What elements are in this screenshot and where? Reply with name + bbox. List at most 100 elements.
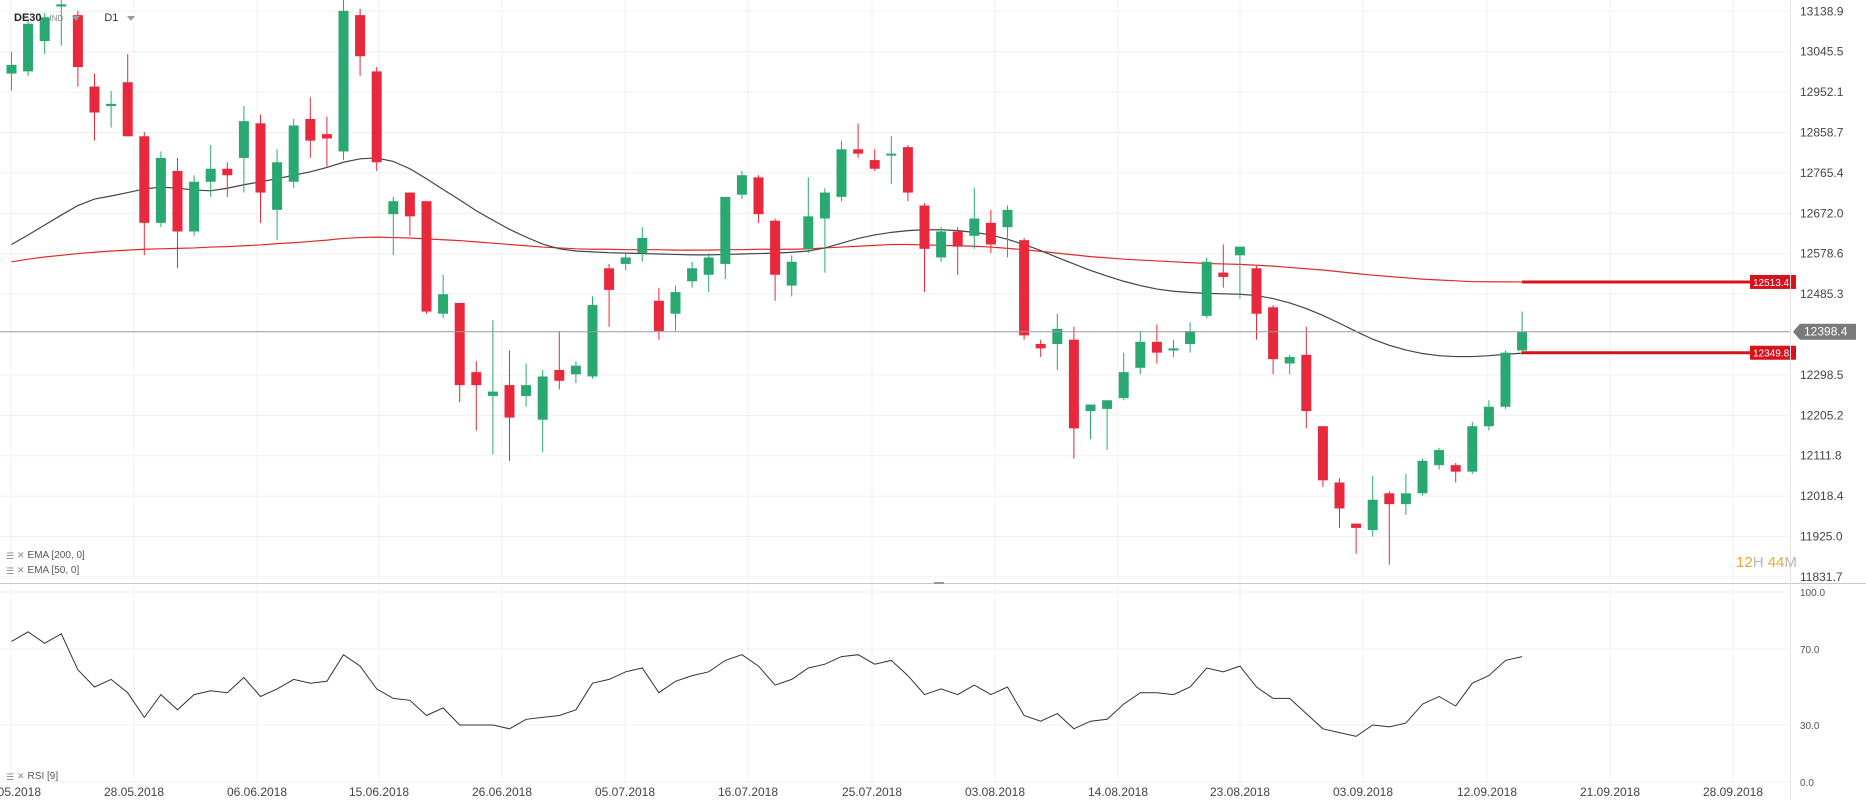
candle-body bbox=[1019, 240, 1030, 336]
candle-body bbox=[1483, 406, 1494, 427]
price-tick-label: 13138.9 bbox=[1800, 4, 1844, 18]
price-tick-label: 12018.4 bbox=[1800, 489, 1844, 503]
candle-bearish bbox=[770, 218, 781, 301]
candle-bearish bbox=[321, 116, 332, 167]
candle-body bbox=[853, 149, 864, 154]
candle-body bbox=[521, 385, 532, 396]
timeframe-label[interactable]: D1 bbox=[104, 12, 119, 24]
candle-body bbox=[1450, 465, 1461, 472]
ema200-legend-label: EMA [200, 0] bbox=[27, 550, 85, 561]
rsi-legend-label: RSI [9] bbox=[27, 771, 59, 782]
candle-body bbox=[388, 201, 399, 215]
candle-bearish bbox=[404, 192, 415, 236]
level-tag bbox=[1750, 274, 1796, 289]
price-tick-label: 12298.5 bbox=[1800, 368, 1844, 382]
candle-bearish bbox=[1068, 326, 1079, 459]
candle-bullish bbox=[1417, 458, 1428, 496]
settings-icon[interactable]: ☰ bbox=[6, 565, 15, 576]
candle-bullish bbox=[1517, 311, 1528, 355]
timeframe-dropdown-icon[interactable] bbox=[127, 15, 136, 21]
candle-body bbox=[1151, 341, 1162, 353]
timer-minutes: 44 bbox=[1767, 554, 1785, 571]
candle-body bbox=[1384, 493, 1395, 505]
candle-body bbox=[1201, 261, 1212, 316]
candle-bullish bbox=[1168, 339, 1179, 357]
candle-body bbox=[6, 64, 17, 74]
candle-body bbox=[1135, 341, 1146, 368]
ema200-legend[interactable]: ☰ ✕ EMA [200, 0] bbox=[6, 550, 85, 561]
price-tick-label: 13045.5 bbox=[1800, 45, 1844, 59]
close-icon[interactable]: ✕ bbox=[17, 771, 25, 781]
date-tick-label: 26.06.2018 bbox=[472, 785, 532, 799]
rsi-tick-label: 70.0 bbox=[1800, 645, 1820, 656]
date-tick-label: 16.07.2018 bbox=[718, 785, 778, 799]
candle-bearish bbox=[1334, 478, 1345, 528]
candle-body bbox=[272, 162, 283, 210]
rsi-legend[interactable]: ☰ ✕ RSI [9] bbox=[6, 771, 58, 782]
close-icon[interactable]: ✕ bbox=[17, 565, 25, 575]
settings-icon[interactable]: ☰ bbox=[6, 550, 15, 561]
price-tick-label: 12205.2 bbox=[1800, 408, 1844, 422]
date-tick-label: 06.06.2018 bbox=[227, 785, 287, 799]
candle-body bbox=[985, 222, 996, 245]
candle-bullish bbox=[703, 253, 714, 293]
candle-bearish bbox=[985, 209, 996, 254]
ema50-legend[interactable]: ☰ ✕ EMA [50, 0] bbox=[6, 565, 79, 576]
candle-body bbox=[189, 181, 200, 232]
candle-bearish bbox=[1450, 463, 1461, 483]
candle-body bbox=[122, 82, 133, 137]
candle-bearish bbox=[604, 263, 615, 327]
candle-body bbox=[471, 372, 482, 386]
price-tick-label: 12765.4 bbox=[1800, 166, 1844, 180]
candle-body bbox=[1102, 400, 1113, 409]
candle-body bbox=[770, 220, 781, 275]
candle-body bbox=[1500, 352, 1511, 407]
candle-bullish bbox=[687, 261, 698, 288]
date-tick-label: 03.08.2018 bbox=[965, 785, 1025, 799]
candle-bullish bbox=[537, 369, 548, 453]
candle-body bbox=[819, 192, 830, 219]
symbol-label[interactable]: DE30 bbox=[14, 12, 42, 24]
candle-body bbox=[720, 196, 731, 264]
candle-bearish bbox=[1301, 326, 1312, 429]
candle-body bbox=[1185, 331, 1196, 345]
level-label: 12513.4 bbox=[1753, 278, 1790, 289]
candle-bullish bbox=[1201, 257, 1212, 319]
candle-body bbox=[1301, 354, 1312, 412]
candle-bearish bbox=[454, 302, 465, 403]
price-tick-label: 12578.6 bbox=[1800, 247, 1844, 261]
candle-body bbox=[454, 302, 465, 386]
settings-icon[interactable]: ☰ bbox=[6, 771, 15, 782]
candle-bearish bbox=[504, 350, 515, 461]
candle-body bbox=[23, 23, 34, 72]
candle-body bbox=[338, 10, 349, 152]
level-tag bbox=[1750, 345, 1796, 360]
candle-body bbox=[1218, 272, 1229, 277]
candle-body bbox=[1467, 426, 1478, 472]
candle-body bbox=[1268, 307, 1279, 360]
candle-bearish bbox=[753, 175, 764, 223]
candle-bearish bbox=[1218, 244, 1229, 288]
candle-body bbox=[803, 216, 814, 249]
candle-bullish bbox=[969, 188, 980, 249]
close-icon[interactable]: ✕ bbox=[17, 550, 25, 560]
candle-body bbox=[321, 134, 332, 139]
candle-body bbox=[487, 391, 498, 396]
candle-bearish bbox=[853, 123, 864, 158]
candle-body bbox=[238, 121, 249, 158]
candle-body bbox=[1317, 426, 1328, 481]
symbol-dropdown-icon[interactable] bbox=[72, 15, 81, 21]
candle-body bbox=[753, 177, 764, 215]
candle-bearish bbox=[1351, 523, 1362, 554]
candle-bearish bbox=[919, 203, 930, 293]
candle-body bbox=[139, 136, 150, 223]
candle-bullish bbox=[786, 255, 797, 297]
price-tick-label: 12485.3 bbox=[1800, 287, 1844, 301]
date-tick-label: 14.08.2018 bbox=[1088, 785, 1148, 799]
date-tick-label: 12.09.2018 bbox=[1457, 785, 1517, 799]
candle-body bbox=[554, 369, 565, 381]
candle-body bbox=[1035, 344, 1046, 349]
date-tick-label: 03.09.2018 bbox=[1333, 785, 1393, 799]
candle-body bbox=[1251, 268, 1262, 314]
